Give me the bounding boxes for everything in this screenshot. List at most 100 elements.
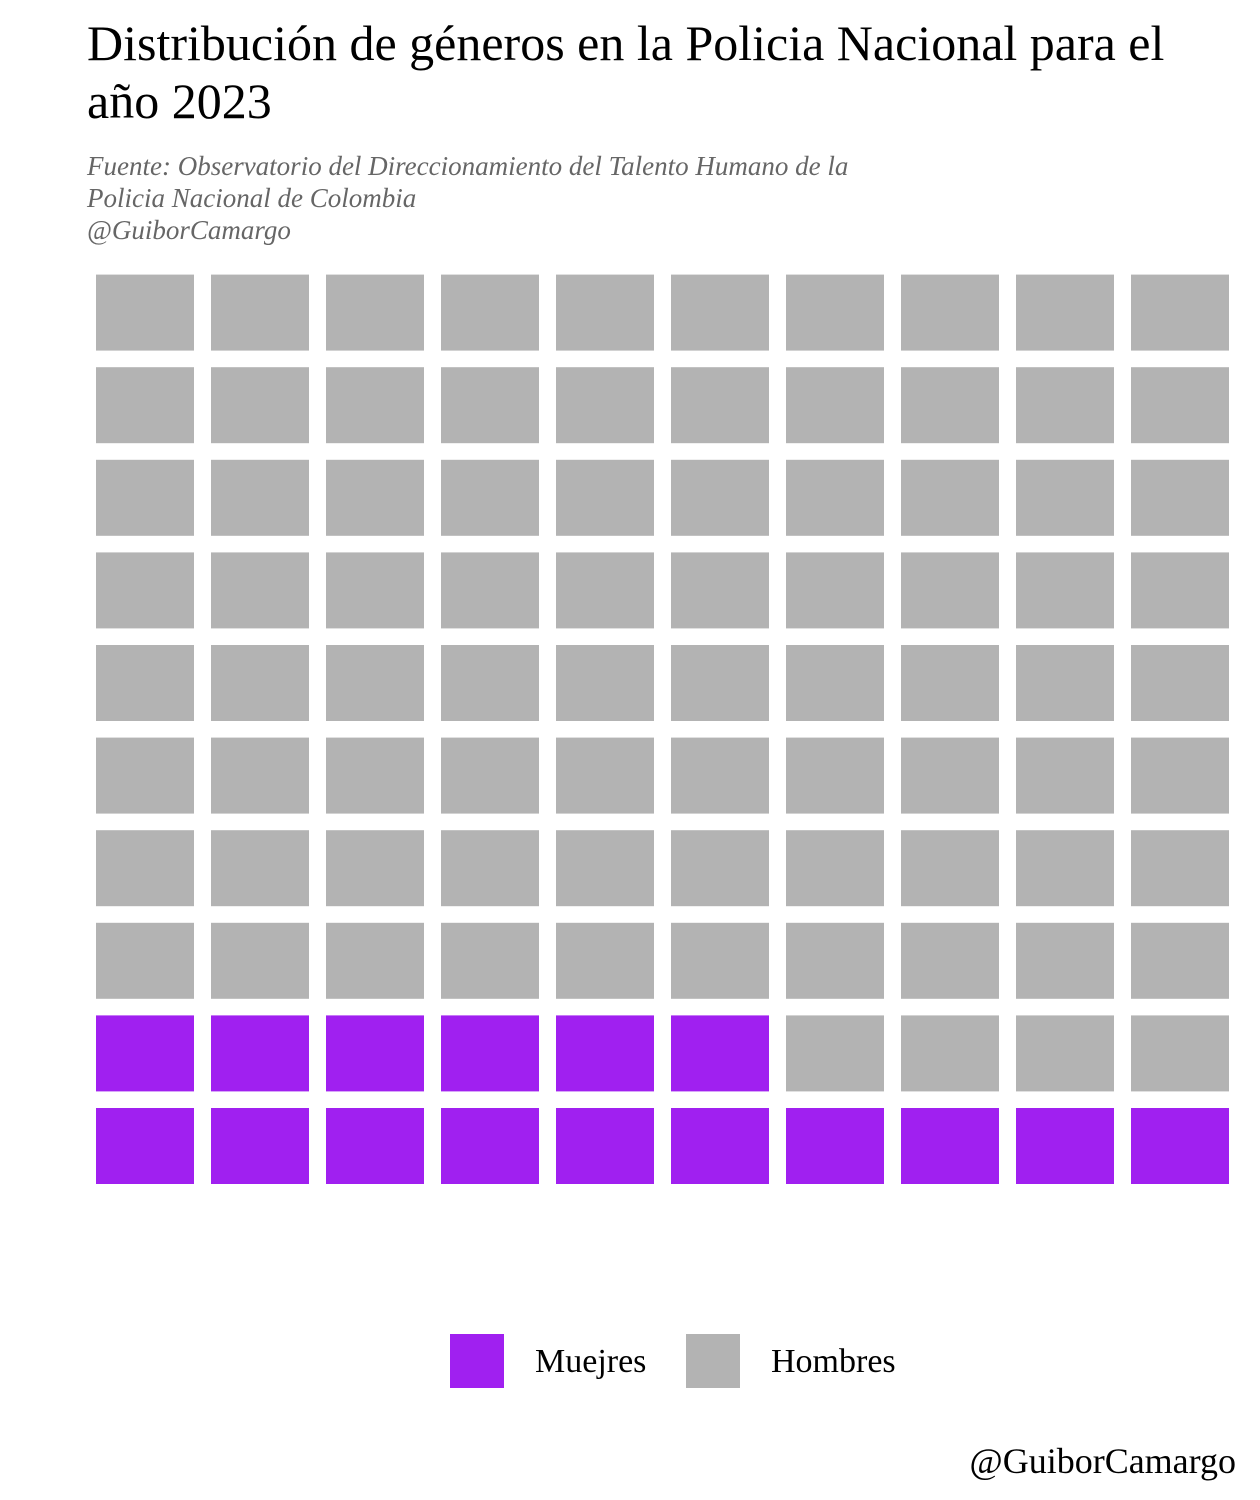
waffle-cell-muejres bbox=[786, 1108, 884, 1184]
waffle-cell-hombres bbox=[1131, 922, 1229, 999]
waffle-cell-hombres bbox=[671, 459, 769, 536]
legend-label-muejres: Muejres bbox=[535, 1343, 647, 1380]
waffle-cell-hombres bbox=[556, 552, 654, 629]
waffle-cell-hombres bbox=[96, 367, 194, 444]
waffle-cell-hombres bbox=[96, 922, 194, 999]
waffle-cell-hombres bbox=[556, 830, 654, 907]
waffle-cell-hombres bbox=[556, 459, 654, 536]
waffle-cell-muejres bbox=[901, 1108, 999, 1184]
waffle-cell-hombres bbox=[211, 274, 309, 351]
subtitle-line-author: @GuiborCamargo bbox=[87, 215, 291, 245]
waffle-cell-hombres bbox=[901, 459, 999, 536]
waffle-cell-hombres bbox=[441, 367, 539, 444]
waffle-cell-hombres bbox=[1016, 830, 1114, 907]
waffle-cell-hombres bbox=[326, 552, 424, 629]
waffle-cell-hombres bbox=[901, 830, 999, 907]
waffle-cell-hombres bbox=[901, 1015, 999, 1092]
waffle-cell-hombres bbox=[211, 367, 309, 444]
waffle-cell-hombres bbox=[1016, 552, 1114, 629]
waffle-cell-hombres bbox=[671, 645, 769, 721]
waffle-cell-muejres bbox=[671, 1015, 769, 1092]
waffle-cell-hombres bbox=[441, 737, 539, 814]
waffle-cell-hombres bbox=[1131, 1015, 1229, 1092]
waffle-cell-hombres bbox=[901, 367, 999, 444]
waffle-cell-hombres bbox=[786, 645, 884, 721]
waffle-cell-hombres bbox=[211, 552, 309, 629]
waffle-cell-hombres bbox=[556, 922, 654, 999]
waffle-cell-hombres bbox=[211, 459, 309, 536]
waffle-cell-muejres bbox=[326, 1108, 424, 1184]
legend: Muejres Hombres bbox=[0, 1334, 1260, 1388]
waffle-cell-hombres bbox=[96, 274, 194, 351]
caption: @GuiborCamargo bbox=[969, 1441, 1236, 1481]
waffle-cell-hombres bbox=[786, 459, 884, 536]
waffle-cell-hombres bbox=[441, 274, 539, 351]
waffle-chart bbox=[96, 274, 1229, 1184]
waffle-cell-muejres bbox=[556, 1108, 654, 1184]
waffle-cell-hombres bbox=[326, 367, 424, 444]
legend-key-muejres bbox=[450, 1334, 504, 1388]
chart-subtitle: Fuente: Observatorio del Direccionamient… bbox=[87, 150, 987, 246]
waffle-cell-hombres bbox=[326, 274, 424, 351]
waffle-cell-hombres bbox=[1131, 830, 1229, 907]
waffle-cell-hombres bbox=[556, 645, 654, 721]
waffle-cell-hombres bbox=[326, 830, 424, 907]
waffle-cell-hombres bbox=[326, 737, 424, 814]
waffle-cell-muejres bbox=[326, 1015, 424, 1092]
subtitle-line-source-cont: Policia Nacional de Colombia bbox=[87, 183, 417, 213]
waffle-cell-hombres bbox=[786, 274, 884, 351]
waffle-cell-hombres bbox=[441, 459, 539, 536]
waffle-cell-hombres bbox=[441, 645, 539, 721]
waffle-cell-hombres bbox=[441, 830, 539, 907]
chart-title: Distribución de géneros en la Policia Na… bbox=[87, 15, 1165, 129]
waffle-cell-hombres bbox=[901, 922, 999, 999]
waffle-cell-hombres bbox=[96, 737, 194, 814]
waffle-cell-muejres bbox=[1016, 1108, 1114, 1184]
waffle-cell-hombres bbox=[671, 922, 769, 999]
subtitle-line-source: Fuente: Observatorio del Direccionamient… bbox=[87, 151, 849, 181]
waffle-cell-hombres bbox=[211, 737, 309, 814]
waffle-cell-hombres bbox=[1016, 922, 1114, 999]
waffle-cell-hombres bbox=[211, 830, 309, 907]
waffle-cell-hombres bbox=[556, 737, 654, 814]
waffle-cell-hombres bbox=[786, 830, 884, 907]
waffle-cell-hombres bbox=[326, 459, 424, 536]
waffle-cell-hombres bbox=[326, 922, 424, 999]
legend-label-hombres: Hombres bbox=[771, 1343, 896, 1380]
waffle-cell-hombres bbox=[1016, 1015, 1114, 1092]
waffle-cell-hombres bbox=[1131, 367, 1229, 444]
waffle-cell-muejres bbox=[556, 1015, 654, 1092]
waffle-cell-hombres bbox=[786, 1015, 884, 1092]
waffle-cell-hombres bbox=[671, 737, 769, 814]
waffle-cell-hombres bbox=[1131, 645, 1229, 721]
waffle-cell-hombres bbox=[556, 274, 654, 351]
waffle-cell-hombres bbox=[901, 552, 999, 629]
waffle-cell-hombres bbox=[901, 274, 999, 351]
waffle-cell-hombres bbox=[901, 645, 999, 721]
waffle-cell-hombres bbox=[1131, 552, 1229, 629]
waffle-cell-hombres bbox=[1016, 737, 1114, 814]
waffle-cell-hombres bbox=[1016, 645, 1114, 721]
waffle-cell-hombres bbox=[1016, 459, 1114, 536]
waffle-cell-muejres bbox=[96, 1108, 194, 1184]
waffle-cell-muejres bbox=[96, 1015, 194, 1092]
waffle-cell-muejres bbox=[441, 1015, 539, 1092]
waffle-cell-muejres bbox=[1131, 1108, 1229, 1184]
waffle-cell-hombres bbox=[96, 459, 194, 536]
waffle-cell-hombres bbox=[96, 645, 194, 721]
waffle-cell-muejres bbox=[211, 1015, 309, 1092]
waffle-cell-hombres bbox=[671, 274, 769, 351]
waffle-cell-hombres bbox=[671, 367, 769, 444]
waffle-cell-hombres bbox=[441, 922, 539, 999]
waffle-cell-hombres bbox=[326, 645, 424, 721]
waffle-cell-muejres bbox=[211, 1108, 309, 1184]
waffle-cell-hombres bbox=[1016, 367, 1114, 444]
waffle-cell-hombres bbox=[1016, 274, 1114, 351]
waffle-cell-hombres bbox=[671, 830, 769, 907]
waffle-cell-hombres bbox=[671, 552, 769, 629]
waffle-cell-muejres bbox=[671, 1108, 769, 1184]
waffle-cell-hombres bbox=[786, 922, 884, 999]
waffle-cell-hombres bbox=[901, 737, 999, 814]
waffle-cell-hombres bbox=[786, 552, 884, 629]
waffle-cell-hombres bbox=[96, 552, 194, 629]
